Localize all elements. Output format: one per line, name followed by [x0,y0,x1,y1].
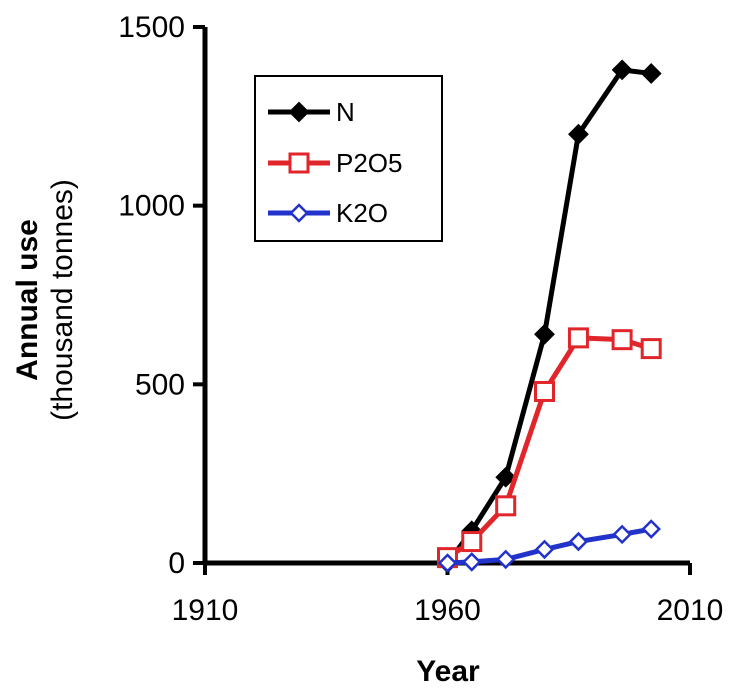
series-p2o5-point-6 [640,338,662,360]
legend-entry-n: N [268,97,355,127]
series-p2o5-point-4 [567,327,589,349]
series-k2o-point-6 [641,519,661,539]
legend-p2o5-label: P2O5 [336,148,403,178]
y-tick-label-500: 500 [135,368,185,401]
series-layer [437,59,662,574]
series-p2o5-point-2 [495,495,517,517]
y-tick-label-1500: 1500 [118,11,185,44]
x-axis-title: Year [416,655,480,688]
x-tick-label-1910: 1910 [172,594,239,627]
series-n-point-3 [534,323,555,345]
legend: N P2O5 K2O [254,75,443,242]
series-n-point-5 [611,59,633,81]
series-n [437,59,662,574]
series-n-point-2 [495,466,517,488]
series-k2o-point-4 [568,531,589,552]
y-axis-title-line-2: (thousand tonnes) [46,179,79,421]
legend-entry-p2o5: P2O5 [268,148,403,178]
series-k2o-point-0 [437,553,458,573]
series-k2o-point-1 [461,552,482,572]
tick-labels: 0 500 1000 1500 1910 1960 2010 [118,11,723,627]
legend-p2o5-marker [288,152,310,174]
x-tick-label-1960: 1960 [414,594,481,627]
legend-k2o-marker [289,203,309,223]
legend-n-label: N [336,97,355,127]
y-tick-label-1000: 1000 [118,190,185,223]
series-n-point-6 [640,63,662,84]
x-tick-label-2010: 2010 [657,594,724,627]
series-p2o5 [437,327,662,569]
legend-entry-k2o: K2O [268,198,388,228]
series-n-point-4 [568,123,589,145]
legend-k2o-label: K2O [336,198,388,228]
y-tick-label-0: 0 [168,547,185,580]
series-k2o-point-3 [534,539,555,560]
legend-n-marker [288,101,310,123]
axis-titles: Annual use (thousand tonnes) Year [11,179,480,688]
series-n-line [445,67,654,566]
series-k2o [437,519,661,573]
series-p2o5-point-5 [611,329,633,351]
series-k2o-point-2 [495,549,516,570]
tick-marks [193,25,692,575]
series-p2o5-point-1 [461,531,483,553]
series-p2o5-point-3 [534,380,555,402]
y-axis-title-line-1: Annual use [11,219,44,381]
series-k2o-point-5 [612,524,632,545]
